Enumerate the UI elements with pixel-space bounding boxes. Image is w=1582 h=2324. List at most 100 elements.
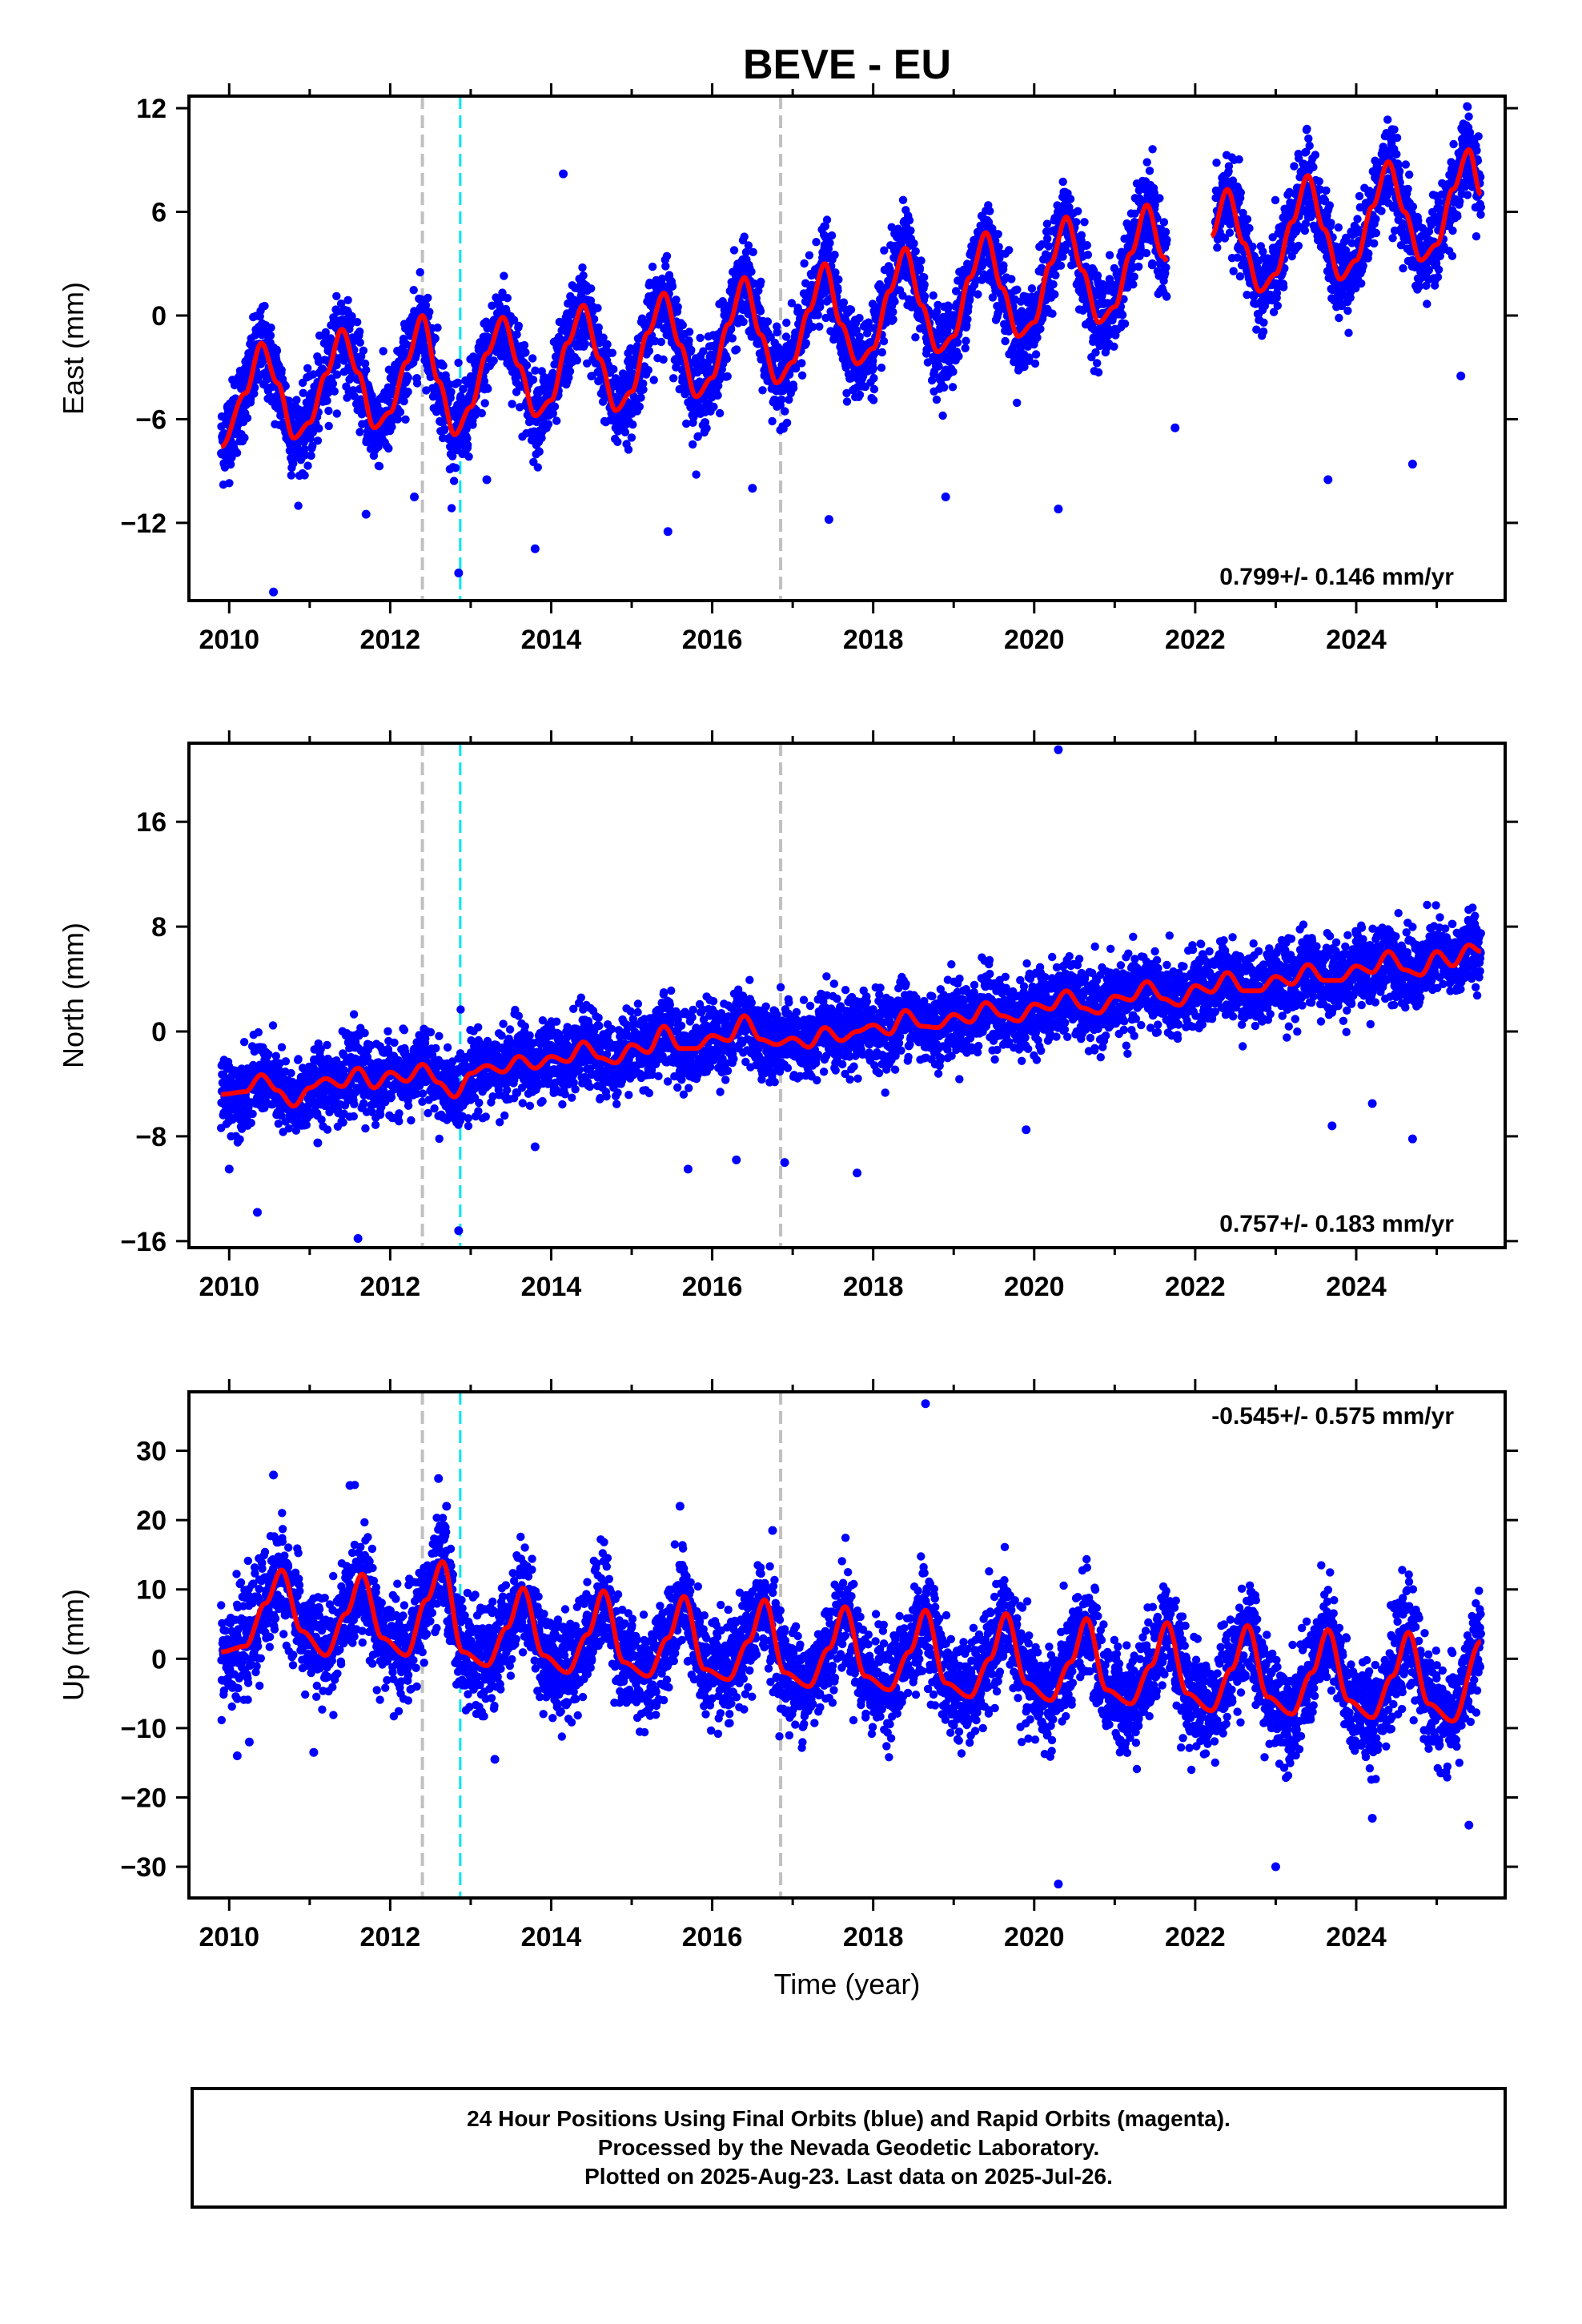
data-point (480, 376, 489, 386)
data-point (300, 471, 309, 480)
data-point (805, 251, 814, 259)
data-point (336, 300, 346, 308)
data-point (813, 311, 822, 320)
data-point (404, 373, 412, 382)
data-point (480, 399, 489, 408)
data-point (831, 268, 840, 277)
data-point (332, 360, 341, 370)
data-point (528, 354, 537, 363)
data-point (763, 317, 773, 326)
data-point (522, 361, 532, 370)
data-point (714, 381, 723, 390)
data-point (662, 251, 672, 260)
data-point (1036, 324, 1045, 333)
data-point (689, 440, 697, 449)
data-point (948, 383, 958, 392)
data-point (951, 287, 961, 296)
data-point (227, 453, 236, 462)
data-point (260, 301, 269, 311)
data-point (715, 408, 725, 418)
data-point (627, 433, 636, 442)
data-point (682, 419, 691, 428)
data-point (954, 352, 963, 361)
data-point (422, 386, 431, 395)
data-point (855, 332, 864, 341)
data-point (821, 313, 830, 323)
data-point (299, 388, 307, 397)
data-point (292, 396, 301, 404)
data-point (1273, 301, 1283, 310)
data-point (1279, 283, 1288, 292)
data-point (578, 263, 587, 272)
data-point (729, 246, 739, 255)
data-point (1304, 134, 1313, 143)
data-point (1162, 292, 1171, 301)
data-point (699, 347, 708, 356)
data-point (842, 388, 851, 398)
data-point (1212, 159, 1221, 167)
data-point (728, 334, 737, 343)
data-point (355, 338, 364, 347)
data-point (1093, 271, 1102, 280)
data-point (1243, 215, 1252, 223)
data-point (890, 297, 899, 306)
data-point (528, 376, 538, 384)
data-point (307, 451, 315, 460)
data-point (593, 304, 602, 312)
data-point (1128, 262, 1138, 271)
data-point (1066, 195, 1075, 203)
data-point (521, 348, 530, 357)
data-point (1148, 145, 1157, 154)
data-point (1150, 188, 1159, 197)
data-point (715, 375, 724, 384)
data-point (782, 418, 792, 428)
data-point (250, 389, 259, 398)
data-point (929, 291, 938, 300)
data-point (834, 275, 843, 284)
data-point (548, 409, 557, 418)
data-point (1305, 141, 1314, 151)
data-point (879, 336, 889, 346)
data-point (439, 361, 448, 370)
data-point (330, 387, 339, 396)
data-point (243, 413, 252, 423)
data-point (933, 307, 942, 316)
data-point (756, 307, 765, 316)
data-point (1355, 191, 1364, 201)
data-point (1130, 209, 1139, 218)
data-point (773, 328, 781, 337)
data-point (1031, 350, 1041, 359)
data-point (393, 415, 403, 424)
data-point (944, 301, 953, 310)
data-point (964, 302, 973, 312)
data-point (1134, 262, 1143, 271)
data-point (687, 345, 696, 355)
data-point (313, 436, 323, 445)
data-point (1272, 288, 1282, 298)
data-point (915, 263, 925, 272)
data-point (477, 408, 486, 418)
data-point (787, 299, 797, 308)
data-point (433, 324, 442, 332)
data-point (346, 320, 355, 328)
data-point (1359, 261, 1367, 270)
data-point (1236, 188, 1246, 197)
data-point (1235, 155, 1243, 164)
data-point (696, 333, 705, 343)
data-point (509, 316, 519, 324)
data-point (453, 378, 462, 387)
data-point (1080, 218, 1089, 227)
data-point (350, 392, 359, 400)
data-point (869, 364, 878, 373)
data-point (974, 290, 982, 299)
data-point (827, 231, 837, 240)
data-point (800, 259, 809, 268)
data-point (1093, 359, 1102, 368)
data-point (1091, 348, 1100, 357)
data-point (999, 261, 1008, 270)
data-point (1162, 235, 1171, 244)
data-point (1334, 223, 1343, 232)
data-point (1159, 218, 1169, 227)
data-point (781, 332, 791, 341)
data-point (498, 288, 507, 297)
